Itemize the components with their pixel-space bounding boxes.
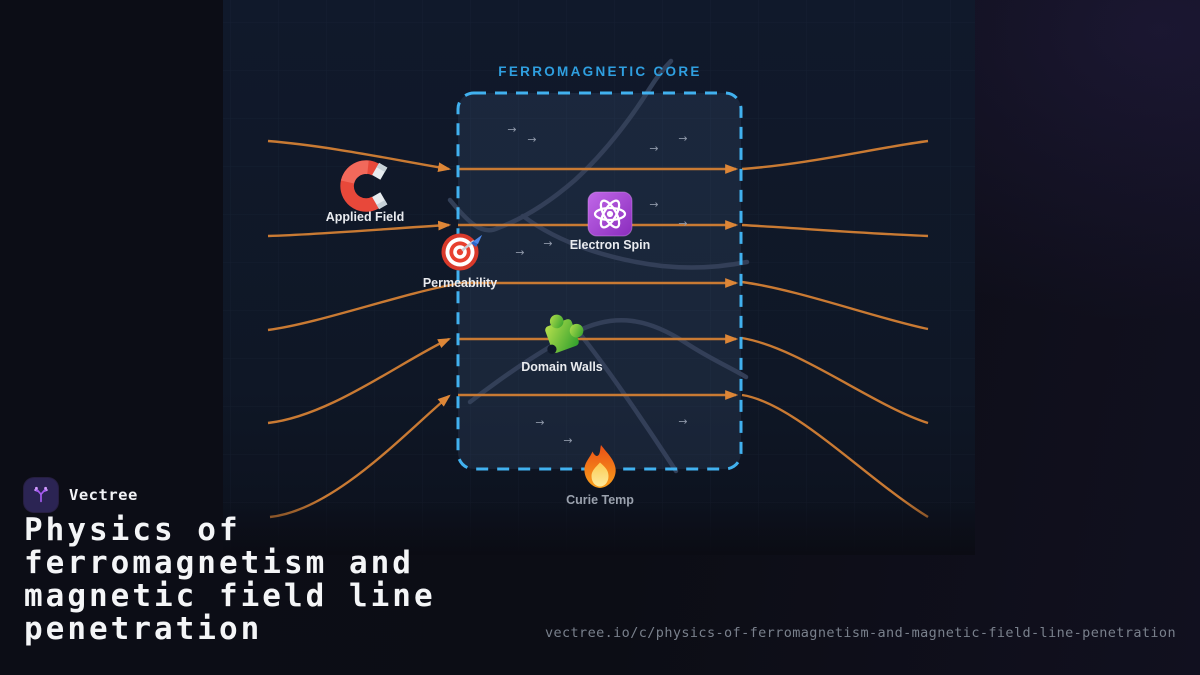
node-label-applied-field: Applied Field [326,210,404,224]
micro-arrow-icon: → [678,132,687,145]
micro-arrows-group: → → → → → → → → → → → [507,123,687,447]
puzzle-icon [545,314,584,354]
poster-url[interactable]: vectree.io/c/physics-of-ferromagnetism-a… [544,625,1176,641]
field-line-left [267,337,451,425]
domain-curves-group [447,58,750,474]
node-label-electron-spin: Electron Spin [570,238,651,252]
core-box-border [456,91,743,471]
node-label-permeability: Permeability [423,276,497,290]
node-curie-temp: Curie Temp [566,445,634,507]
micro-arrow-icon: → [515,246,524,259]
vectree-logo-icon [24,478,58,512]
node-applied-field: Applied Field [326,160,404,224]
micro-arrow-icon: → [543,237,552,250]
brand-row: Vectree [24,478,138,512]
node-domain-walls: Domain Walls [521,314,603,374]
fire-icon [584,445,616,488]
field-line-right [741,280,929,331]
domain-curve [520,213,750,270]
panel-bottom-fade [223,498,975,555]
field-line-left [267,139,452,173]
target-icon [441,233,482,271]
vectree-glyph [34,486,48,503]
micro-arrow-icon: → [563,434,572,447]
field-line-right [741,336,929,425]
micro-arrow-icon: → [527,133,536,146]
micro-arrow-icon: → [535,416,544,429]
node-permeability: Permeability [423,233,497,290]
micro-arrow-icon: → [678,217,687,230]
domain-curve [447,58,674,233]
field-line-left [267,282,457,332]
core-title: FERROMAGNETIC CORE [498,64,701,79]
brand-name: Vectree [69,486,138,504]
node-electron-spin: Electron Spin [570,191,651,252]
field-line-left [267,220,452,238]
micro-arrow-icon: → [678,415,687,428]
atom-icon [587,191,633,237]
field-line-right [741,139,929,171]
micro-arrow-icon: → [507,123,516,136]
micro-arrow-icon: → [649,198,658,211]
field-lines-group [267,139,929,519]
micro-arrow-icon: → [649,142,658,155]
poster-title: Physics of ferromagnetism and magnetic f… [24,512,436,647]
domain-curve [467,318,749,405]
core-box-fill [458,93,741,469]
field-line-right [741,223,929,238]
magnet-icon [340,160,388,212]
node-label-curie-temp: Curie Temp [566,493,634,507]
node-label-domain-walls: Domain Walls [521,360,603,374]
domain-curve [573,326,679,474]
